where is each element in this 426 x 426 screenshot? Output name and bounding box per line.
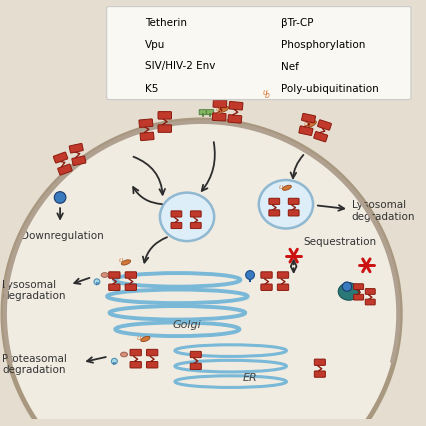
- Ellipse shape: [307, 121, 316, 127]
- Ellipse shape: [282, 186, 291, 191]
- Polygon shape: [128, 82, 135, 85]
- FancyBboxPatch shape: [277, 284, 288, 291]
- FancyBboxPatch shape: [109, 272, 120, 279]
- Ellipse shape: [160, 193, 214, 242]
- FancyBboxPatch shape: [190, 351, 201, 358]
- Text: Lysosomal
degradation: Lysosomal degradation: [351, 200, 414, 222]
- Text: Downregulation: Downregulation: [21, 231, 104, 241]
- FancyBboxPatch shape: [72, 157, 86, 166]
- Text: u: u: [215, 106, 219, 112]
- Text: p: p: [113, 360, 115, 364]
- Ellipse shape: [337, 283, 359, 300]
- Text: b: b: [216, 109, 221, 115]
- Ellipse shape: [258, 181, 312, 229]
- FancyBboxPatch shape: [298, 127, 312, 136]
- FancyBboxPatch shape: [364, 289, 374, 295]
- FancyBboxPatch shape: [268, 210, 279, 216]
- Text: Tetherin: Tetherin: [145, 18, 187, 28]
- FancyBboxPatch shape: [130, 349, 141, 356]
- Ellipse shape: [101, 273, 108, 278]
- Circle shape: [94, 279, 100, 285]
- Text: p: p: [265, 43, 269, 48]
- FancyBboxPatch shape: [288, 199, 298, 205]
- FancyBboxPatch shape: [170, 223, 181, 229]
- Ellipse shape: [263, 20, 271, 26]
- Text: βTr-CP: βTr-CP: [280, 18, 313, 28]
- FancyBboxPatch shape: [353, 284, 363, 290]
- FancyBboxPatch shape: [206, 110, 213, 115]
- Text: SIV/HIV-2 Env: SIV/HIV-2 Env: [145, 60, 215, 71]
- FancyBboxPatch shape: [58, 165, 72, 176]
- Text: Lysosomal
degradation: Lysosomal degradation: [2, 279, 65, 301]
- Text: b: b: [264, 90, 269, 99]
- FancyBboxPatch shape: [313, 132, 327, 143]
- FancyBboxPatch shape: [228, 102, 242, 111]
- FancyBboxPatch shape: [288, 210, 298, 216]
- FancyBboxPatch shape: [314, 371, 325, 377]
- FancyBboxPatch shape: [199, 110, 206, 115]
- FancyBboxPatch shape: [277, 272, 288, 279]
- FancyBboxPatch shape: [127, 30, 136, 35]
- Circle shape: [263, 41, 271, 49]
- FancyBboxPatch shape: [109, 284, 120, 291]
- FancyBboxPatch shape: [69, 144, 83, 154]
- FancyBboxPatch shape: [134, 43, 140, 48]
- FancyBboxPatch shape: [212, 114, 225, 122]
- FancyBboxPatch shape: [353, 295, 363, 300]
- Circle shape: [245, 271, 254, 280]
- Text: u: u: [277, 183, 282, 189]
- Polygon shape: [3, 121, 399, 426]
- Ellipse shape: [141, 337, 150, 342]
- Circle shape: [54, 192, 66, 204]
- FancyBboxPatch shape: [190, 363, 201, 370]
- Text: K5: K5: [145, 84, 158, 94]
- Ellipse shape: [121, 260, 130, 265]
- FancyBboxPatch shape: [158, 112, 171, 120]
- FancyBboxPatch shape: [138, 120, 153, 128]
- FancyBboxPatch shape: [190, 211, 201, 218]
- FancyBboxPatch shape: [268, 199, 279, 205]
- Text: Nef: Nef: [280, 61, 298, 72]
- Circle shape: [262, 62, 271, 71]
- Text: Poly-ubiquitination: Poly-ubiquitination: [280, 84, 378, 94]
- Circle shape: [342, 282, 351, 292]
- Circle shape: [127, 63, 135, 71]
- Text: p: p: [95, 281, 98, 285]
- FancyBboxPatch shape: [314, 359, 325, 366]
- FancyBboxPatch shape: [158, 126, 171, 133]
- FancyBboxPatch shape: [301, 114, 315, 124]
- FancyBboxPatch shape: [127, 20, 136, 26]
- FancyBboxPatch shape: [170, 211, 181, 218]
- Text: Phosphorylation: Phosphorylation: [280, 40, 365, 50]
- FancyBboxPatch shape: [317, 121, 331, 131]
- FancyBboxPatch shape: [190, 223, 201, 229]
- Text: Golgi: Golgi: [172, 319, 201, 329]
- Text: Sequestration: Sequestration: [302, 236, 376, 246]
- Ellipse shape: [264, 85, 273, 92]
- Text: ER: ER: [242, 372, 257, 382]
- Text: Proteasomal
degradation: Proteasomal degradation: [2, 353, 66, 374]
- Ellipse shape: [219, 107, 228, 113]
- FancyBboxPatch shape: [130, 362, 141, 368]
- FancyBboxPatch shape: [213, 101, 226, 109]
- Text: u: u: [302, 121, 307, 127]
- FancyBboxPatch shape: [146, 362, 158, 368]
- FancyBboxPatch shape: [106, 8, 410, 101]
- Text: Vpu: Vpu: [145, 40, 165, 50]
- Text: u: u: [136, 334, 141, 340]
- FancyBboxPatch shape: [53, 153, 68, 164]
- FancyBboxPatch shape: [125, 284, 136, 291]
- FancyBboxPatch shape: [140, 133, 154, 141]
- Ellipse shape: [120, 352, 127, 357]
- Text: u: u: [262, 88, 267, 97]
- Text: u: u: [118, 257, 122, 263]
- FancyBboxPatch shape: [127, 43, 133, 48]
- FancyBboxPatch shape: [364, 299, 374, 305]
- FancyBboxPatch shape: [125, 272, 136, 279]
- FancyBboxPatch shape: [227, 115, 241, 124]
- FancyBboxPatch shape: [146, 349, 158, 356]
- Circle shape: [111, 359, 117, 364]
- FancyBboxPatch shape: [260, 272, 271, 279]
- FancyBboxPatch shape: [260, 284, 271, 291]
